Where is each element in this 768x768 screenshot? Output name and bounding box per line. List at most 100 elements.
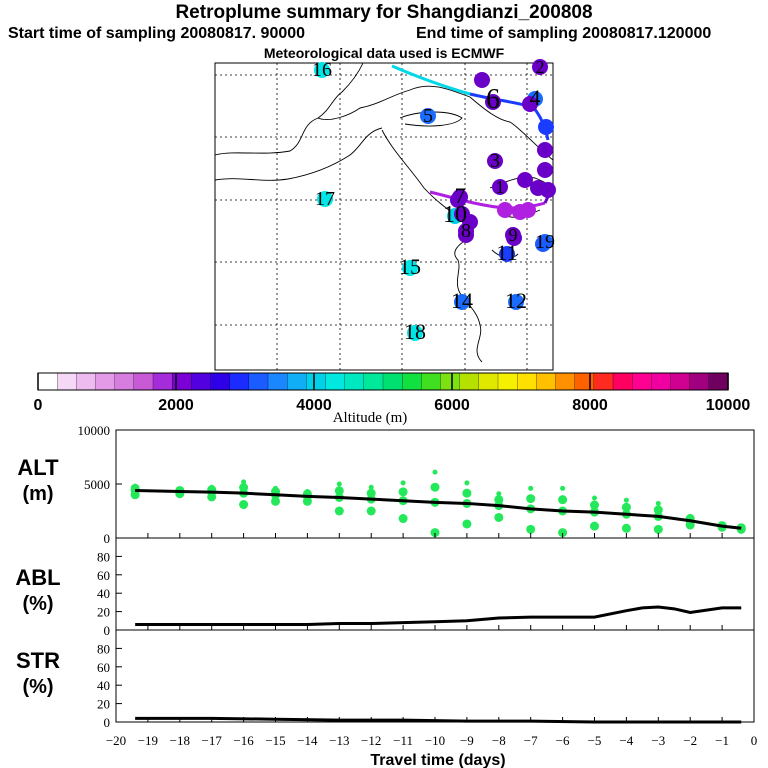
abl-ytick: 60: [97, 568, 110, 583]
colorbar-label: Altitude (m): [333, 410, 408, 426]
x-tick: −6: [556, 733, 570, 748]
colorbar-cell: [382, 372, 403, 391]
map-label-dot: [317, 191, 333, 207]
map-label: 1: [496, 177, 505, 197]
map-label: 9: [509, 225, 518, 245]
altitude-colorbar: 0 2000 4000 6000 8000 10000 Altitude (m): [34, 372, 750, 426]
map-frame: [214, 62, 554, 371]
plume-centroid: [497, 202, 513, 218]
alt-particle-dot: [366, 506, 376, 516]
map-label-dot: [499, 246, 515, 262]
colorbar-cell: [363, 372, 384, 391]
map-label: 3: [490, 150, 500, 172]
colorbar-cell: [133, 372, 154, 391]
alt-particle-dot: [302, 496, 312, 506]
plume-centroid: [520, 202, 536, 218]
met-data-label: Meteorological data used is ECMWF: [263, 45, 505, 61]
plume-centroid: [450, 192, 466, 208]
alt-particle-dot: [462, 519, 472, 529]
x-tick: −16: [233, 733, 254, 748]
alt-particle-dot: [430, 528, 440, 538]
colorbar-cell: [574, 372, 595, 391]
map-label: 17: [315, 188, 335, 210]
start-time-label: Start time of sampling 20080817. 90000: [8, 25, 306, 42]
map-label: 16: [312, 59, 332, 81]
alt-particle-dot: [462, 488, 472, 498]
colorbar-cell: [229, 372, 250, 391]
x-tick: −4: [619, 733, 633, 748]
colorbar-cell: [402, 372, 422, 391]
alt-particle-dot: [526, 524, 536, 534]
plume-centroid: [540, 182, 556, 198]
map-label: 12: [505, 288, 527, 313]
x-tick: −8: [492, 733, 506, 748]
colorbar-tick: 2000: [158, 397, 194, 414]
alt-particle-dot: [621, 502, 631, 512]
alt-particle-dot: [496, 491, 502, 497]
alt-yunit: (m): [22, 483, 53, 505]
map-label: 2: [536, 57, 545, 77]
colorbar-cell: [114, 372, 135, 391]
alt-ytick: 0: [104, 531, 111, 546]
alt-particle-dot: [590, 500, 599, 510]
colorbar-cell: [248, 372, 269, 391]
colorbar-cell: [651, 372, 672, 391]
map-label: 18: [404, 319, 426, 344]
alt-particle-dot: [623, 497, 629, 503]
colorbar-cell: [172, 372, 192, 391]
map-label-dot: [485, 94, 501, 110]
alt-particle-dot: [592, 495, 597, 501]
alt-particle-dot: [560, 485, 566, 491]
x-tick: −10: [425, 733, 445, 748]
plume-centroid: [458, 227, 474, 243]
alt-particle-dot: [271, 496, 280, 506]
alt-particle-dot: [655, 500, 661, 506]
x-tick: −9: [460, 733, 474, 748]
x-tick: −7: [524, 733, 538, 748]
alt-panel: ALT (m) 10000 5000 0: [17, 423, 755, 546]
map-label: 6: [486, 84, 500, 115]
colorbar-cell: [536, 372, 557, 391]
alt-particle-dot: [558, 528, 568, 538]
str-panel: STR (%) 80 60 40 20 0: [16, 629, 755, 730]
alt-particle-dot: [400, 480, 406, 486]
colorbar-cell: [191, 372, 212, 391]
abl-panel: ABL (%) 80 60 40 20 0: [15, 537, 755, 638]
abl-ytick: 40: [97, 586, 110, 601]
alt-particle-dot: [590, 521, 599, 531]
colorbar-cell: [555, 372, 576, 391]
abl-line: [135, 605, 742, 626]
map-label: 11: [496, 240, 517, 265]
map-label-dot: [508, 294, 524, 310]
str-line: [135, 716, 742, 724]
colorbar-cell: [708, 372, 729, 391]
colorbar-cell: [267, 372, 288, 391]
x-tick: 0: [751, 733, 758, 748]
colorbar-cell: [478, 372, 499, 391]
chart-title: Retroplume summary for Shangdianzi_20080…: [175, 2, 593, 23]
alt-particle-dot: [528, 485, 534, 491]
str-ytick: 20: [97, 697, 110, 712]
colorbar-cell: [210, 372, 231, 391]
alt-particle-dot: [207, 492, 217, 502]
map-grid: [215, 63, 553, 370]
plume-centroid: [522, 96, 538, 112]
x-tick: −1: [715, 733, 729, 748]
map-label: 4: [530, 85, 541, 110]
alt-particle-dot: [130, 490, 140, 500]
x-tick: −5: [588, 733, 602, 748]
alt-particle-dot: [241, 479, 247, 485]
colorbar-cell: [632, 372, 652, 391]
str-ytick: 80: [97, 641, 110, 656]
map-label-dot: [314, 62, 330, 78]
map-label-dot: [420, 108, 436, 124]
abl-ytick: 20: [97, 605, 110, 620]
str-ytick: 40: [97, 678, 110, 693]
colorbar-cell: [670, 372, 691, 391]
colorbar-cell: [344, 372, 365, 391]
colorbar-cell: [612, 372, 633, 391]
map-label-dot: [454, 294, 470, 310]
map-label-dot: [487, 153, 503, 169]
plume-centroids: [314, 59, 556, 341]
